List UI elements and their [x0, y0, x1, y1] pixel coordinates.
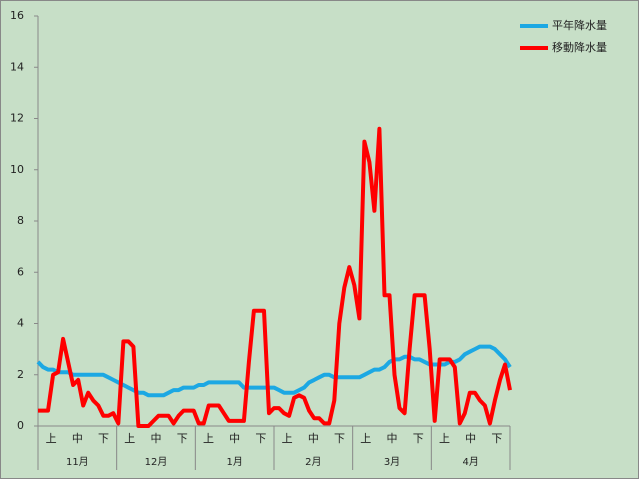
y-tick-label: 14 [10, 60, 24, 73]
x-tick-label: 中 [308, 432, 319, 445]
x-tick-label: 上 [124, 432, 135, 445]
x-tick-label: 上 [360, 432, 371, 445]
x-tick-label: 上 [46, 432, 57, 445]
y-tick-label: 2 [17, 368, 24, 381]
legend-label: 移動降水量 [552, 40, 607, 54]
x-tick-label: 下 [177, 432, 188, 445]
x-group-label: 2月 [305, 456, 321, 468]
y-tick-label: 10 [10, 163, 24, 176]
series-line [38, 126, 512, 428]
x-group-label: 4月 [462, 456, 478, 468]
x-group-label: 1月 [226, 456, 242, 468]
x-group-label: 3月 [384, 456, 400, 468]
x-tick-label: 下 [334, 432, 345, 445]
x-tick-label: 中 [387, 432, 398, 445]
legend-label: 平年降水量 [552, 18, 607, 32]
x-tick-label: 上 [203, 432, 214, 445]
x-tick-label: 中 [465, 432, 476, 445]
y-tick-label: 6 [17, 265, 24, 278]
x-tick-label: 中 [229, 432, 240, 445]
x-tick-label: 下 [255, 432, 266, 445]
x-tick-label: 中 [72, 432, 83, 445]
x-group-label: 12月 [145, 456, 168, 468]
x-tick-label: 下 [413, 432, 424, 445]
y-tick-label: 8 [17, 214, 24, 227]
y-tick-label: 0 [17, 419, 24, 432]
x-tick-label: 下 [491, 432, 502, 445]
x-group-label: 11月 [66, 456, 89, 468]
x-tick-label: 中 [151, 432, 162, 445]
x-tick-label: 下 [98, 432, 109, 445]
x-tick-label: 上 [282, 432, 293, 445]
y-tick-label: 12 [10, 112, 24, 125]
x-tick-label: 上 [439, 432, 450, 445]
y-tick-label: 4 [17, 317, 24, 330]
y-tick-label: 16 [10, 9, 24, 22]
